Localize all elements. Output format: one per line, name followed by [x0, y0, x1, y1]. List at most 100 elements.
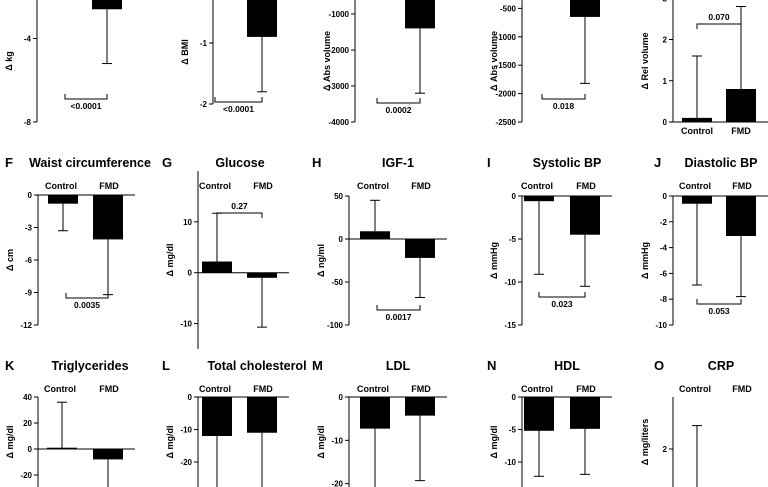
panel-j-title: Diastolic BP [685, 156, 758, 170]
panel-e-ytick-label: 0 [663, 118, 668, 127]
panel-o-ytick-label: 2 [663, 445, 668, 454]
panel-n-ylabel: Δ mg/dl [489, 426, 499, 459]
panel-j-ylabel: Δ mmHg [640, 242, 650, 279]
panel-d-ytick-label: -2000 [496, 90, 517, 99]
panel-n-bar-control [524, 397, 554, 431]
panel-f-ytick-label: -9 [25, 289, 33, 298]
panel-d-pvalue: 0.018 [553, 101, 575, 111]
panel-c-ytick-label: -3000 [329, 82, 350, 91]
panel-i-bracket [538, 292, 586, 298]
panel-e-bar-fmd [726, 89, 756, 122]
panel-b-ylabel: Δ BMI [180, 39, 190, 64]
panel-i-ytick-label: -15 [504, 321, 516, 330]
panel-n-ytick-label: -10 [504, 458, 516, 467]
panel-f-pvalue: 0.0035 [74, 300, 100, 310]
panel-e-category-label: Control [681, 126, 713, 136]
panel-j-bar-control [682, 196, 712, 204]
panel-d-ytick-label: -500 [500, 4, 517, 13]
panel-b-bracket [214, 97, 263, 103]
panel-b-ytick-label: -1 [200, 39, 208, 48]
panel-l-letter: L [162, 358, 170, 373]
panel-l-category-label: Control [199, 384, 231, 394]
panel-m-category-label: Control [357, 384, 389, 394]
panel-f-category-label: Control [45, 181, 77, 191]
panel-g-ytick-label: -10 [180, 320, 192, 329]
panel-h-ylabel: Δ ng/ml [316, 244, 326, 277]
panel-h-category-label: FMD [411, 181, 431, 191]
panel-c-bracket [376, 98, 421, 104]
panel-b-pvalue: <0.0001 [223, 104, 254, 114]
panel-e-ytick-label: 3 [663, 0, 668, 3]
panel-n-category-label: Control [521, 384, 553, 394]
panel-n-ytick-label: -5 [509, 426, 517, 435]
panel-k-bar-fmd [93, 449, 123, 460]
panel-j-ytick-label: -4 [660, 244, 668, 253]
panel-o-ylabel: Δ mg/liters [640, 419, 650, 465]
panel-b-ytick-label: -2 [200, 100, 208, 109]
panel-c-bar-fmd [405, 0, 435, 29]
panel-a-bar-fmd [92, 0, 122, 10]
panel-m-category-label: FMD [411, 384, 431, 394]
panel-l-ylabel: Δ mg/dl [165, 426, 175, 459]
panel-i-ylabel: Δ mmHg [489, 242, 499, 279]
panel-h-category-label: Control [357, 181, 389, 191]
panel-h-bar-control [360, 231, 390, 239]
panel-e-ylabel: Δ Rel volume [640, 33, 650, 90]
panel-g-category-label: FMD [253, 181, 273, 191]
panel-k-ytick-label: 0 [28, 445, 33, 454]
panel-m-ytick-label: 0 [339, 393, 344, 402]
panel-m-bar-control [360, 397, 390, 429]
panel-h-title: IGF-1 [382, 156, 414, 170]
panel-k-ylabel: Δ mg/dl [5, 426, 15, 459]
panel-c-pvalue: 0.0002 [386, 105, 412, 115]
panel-j-bar-fmd [726, 196, 756, 236]
panel-j-ytick-label: -2 [660, 218, 668, 227]
panel-g-bracket [216, 212, 263, 218]
panel-f-ytick-label: -6 [25, 256, 33, 265]
panel-f-ytick-label: 0 [28, 191, 33, 200]
panel-a-pvalue: <0.0001 [71, 101, 102, 111]
panel-f-bar-fmd [93, 195, 123, 240]
panel-h-ytick-label: -100 [327, 321, 344, 330]
panel-f-ytick-label: -12 [20, 321, 32, 330]
panel-i-ytick-label: -10 [504, 278, 516, 287]
panel-d-ytick-label: -2500 [496, 118, 517, 127]
panel-i-bar-control [524, 196, 554, 202]
panel-g-ylabel: Δ mg/dl [165, 244, 175, 277]
panel-g-letter: G [162, 155, 172, 170]
panel-i-bar-fmd [570, 196, 600, 235]
panel-g-title: Glucose [215, 156, 264, 170]
panel-k-letter: K [5, 358, 15, 373]
panel-f-bar-control [48, 195, 78, 204]
panel-o-title: CRP [708, 359, 734, 373]
panel-h-ytick-label: 0 [339, 235, 344, 244]
panel-j-bracket [696, 299, 742, 305]
panel-l-bar-control [202, 397, 232, 436]
panel-k-ytick-label: 20 [23, 419, 32, 428]
panel-h-pvalue: 0.0017 [386, 312, 412, 322]
panel-e-bar-control [682, 117, 712, 122]
panel-i-ytick-label: 0 [512, 192, 517, 201]
panel-m-letter: M [312, 358, 323, 373]
panel-d-bracket [541, 94, 586, 100]
panel-c-ytick-label: -1000 [329, 10, 350, 19]
panel-e-ytick-label: 2 [663, 36, 668, 45]
panel-k-category-label: FMD [99, 384, 119, 394]
panel-j-ytick-label: -6 [660, 269, 668, 278]
panel-a-ytick-label: -8 [24, 118, 32, 127]
panel-n-letter: N [487, 358, 496, 373]
panel-i-title: Systolic BP [533, 156, 602, 170]
panel-j-category-label: FMD [732, 181, 752, 191]
panel-d-ytick-label: -1000 [496, 33, 517, 42]
panel-c-ytick-label: -2000 [329, 46, 350, 55]
panel-f-category-label: FMD [99, 181, 119, 191]
panel-m-bar-fmd [405, 397, 435, 416]
panel-g-bar-control [202, 261, 232, 273]
panel-e-ytick-label: 1 [663, 77, 668, 86]
panel-n-category-label: FMD [576, 384, 596, 394]
panel-o-letter: O [654, 358, 664, 373]
panel-b-bar-fmd [247, 0, 277, 37]
panel-k-ytick-label: 40 [23, 393, 32, 402]
panel-k-title: Triglycerides [51, 359, 128, 373]
panel-m-title: LDL [386, 359, 411, 373]
